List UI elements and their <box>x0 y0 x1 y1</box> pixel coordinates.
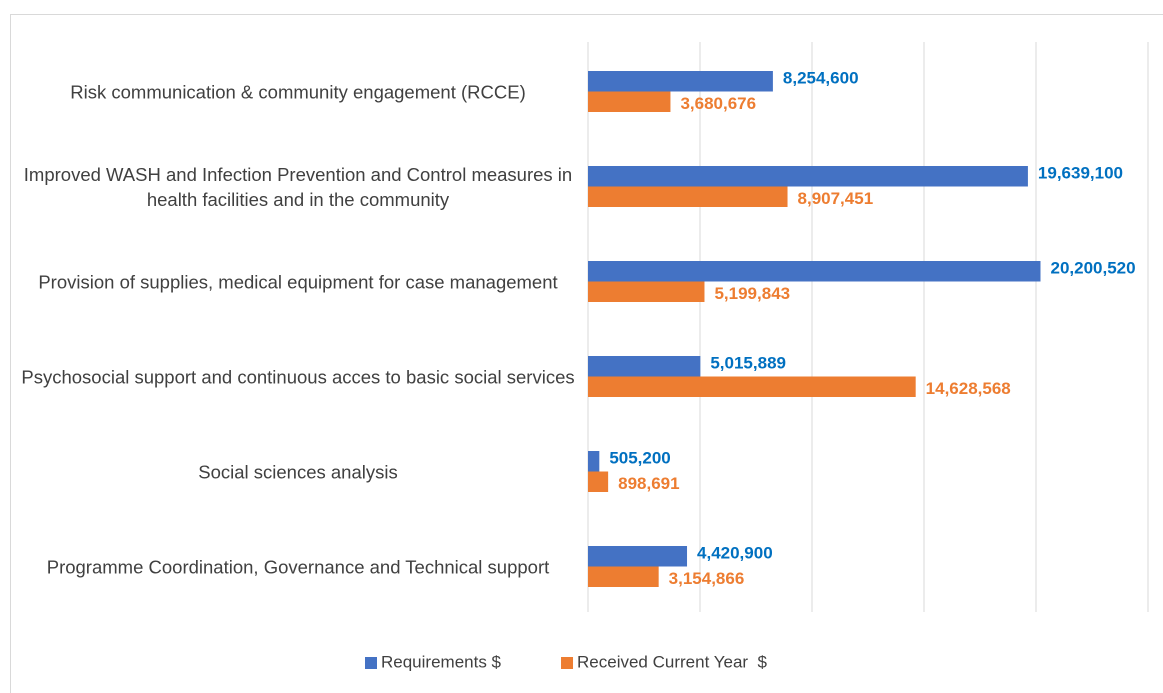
legend-label: Received Current Year $ <box>577 652 767 671</box>
value-label: 4,420,900 <box>697 544 773 563</box>
category-label: Improved WASH and Infection Prevention a… <box>23 163 573 210</box>
value-label: 3,680,676 <box>680 94 756 113</box>
value-label: 14,628,568 <box>926 379 1011 398</box>
value-label: 8,254,600 <box>783 69 859 88</box>
category-label: Social sciences analysis <box>198 461 398 482</box>
legend-swatch <box>561 657 574 669</box>
value-label: 5,199,843 <box>714 284 790 303</box>
category-label: Programme Coordination, Governance and T… <box>46 556 550 577</box>
value-label: 3,154,866 <box>669 569 745 588</box>
bar <box>588 91 671 112</box>
legend-label: Requirements $ <box>381 652 502 671</box>
value-label: 5,015,889 <box>710 354 786 373</box>
category-label: Psychosocial support and continuous acce… <box>21 366 575 387</box>
legend-swatch <box>365 657 377 669</box>
value-label: 20,200,520 <box>1050 259 1135 278</box>
bar <box>588 261 1041 282</box>
category-label: Provision of supplies, medical equipment… <box>38 271 558 292</box>
value-label: 8,907,451 <box>798 189 874 208</box>
value-label: 505,200 <box>609 449 670 468</box>
bar <box>588 281 705 302</box>
bar <box>588 166 1028 187</box>
bar <box>588 546 688 567</box>
category-label: Risk communication & community engagemen… <box>70 81 526 102</box>
chart-border <box>10 14 1163 693</box>
bar <box>588 356 701 377</box>
bar <box>588 376 916 397</box>
bar <box>588 471 609 492</box>
bar <box>588 71 773 92</box>
bar <box>588 451 600 472</box>
value-label: 19,639,100 <box>1038 164 1123 183</box>
bar <box>588 186 788 207</box>
bar <box>588 566 659 587</box>
value-label: 898,691 <box>618 474 679 493</box>
